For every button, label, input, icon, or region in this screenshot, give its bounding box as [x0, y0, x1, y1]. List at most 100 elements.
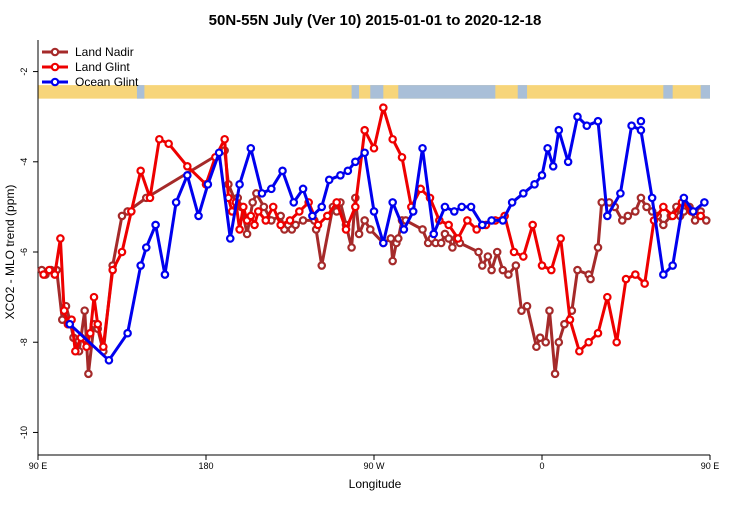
data-point [603, 292, 612, 302]
data-point [457, 202, 467, 212]
y-tick-label: -10 [19, 426, 29, 439]
data-point [136, 166, 145, 176]
data-point [679, 193, 689, 203]
data-point [278, 166, 287, 176]
data-point [627, 121, 636, 131]
data-point [449, 207, 459, 216]
data-point [360, 125, 369, 135]
data-point [351, 202, 360, 212]
data-point [418, 143, 427, 153]
y-tick-label: -2 [19, 68, 29, 76]
data-point [700, 198, 709, 207]
data-point [418, 225, 427, 234]
data-point [636, 125, 646, 135]
data-point [235, 225, 244, 234]
data-point [155, 134, 164, 144]
data-point [563, 157, 573, 167]
data-point [203, 180, 213, 189]
data-point [317, 202, 327, 212]
data-point [582, 121, 592, 131]
data-point [71, 346, 80, 356]
data-point [164, 139, 173, 149]
data-point [235, 180, 244, 189]
data-point [285, 216, 295, 225]
x-tick-label: 90 E [29, 461, 48, 471]
data-point [668, 211, 677, 221]
data-point [586, 274, 595, 284]
legend-swatch-marker [50, 47, 60, 57]
x-axis-label: Longitude [349, 477, 402, 491]
data-point [436, 238, 446, 248]
data-point [141, 243, 151, 252]
y-tick-label: -6 [19, 248, 29, 256]
data-point [631, 207, 640, 216]
ocean-segment [370, 85, 384, 99]
data-point [554, 337, 564, 347]
data-point [151, 220, 160, 230]
data-point [472, 225, 481, 234]
data-point [466, 202, 476, 212]
data-point [696, 211, 705, 221]
data-point [498, 216, 508, 225]
data-point [59, 306, 69, 315]
data-point [65, 319, 75, 329]
ocean-segment [136, 85, 145, 99]
data-point [127, 207, 136, 216]
data-point [136, 261, 145, 270]
data-point [44, 265, 54, 275]
data-point [225, 234, 235, 243]
data-point [295, 207, 304, 216]
data-point [487, 216, 496, 225]
data-point [56, 234, 65, 243]
data-point [214, 148, 224, 158]
data-point [104, 355, 114, 365]
legend-swatch-marker [50, 77, 60, 87]
data-point [369, 143, 379, 153]
data-point [39, 270, 48, 279]
data-point [636, 116, 646, 126]
legend-swatch-marker [50, 62, 60, 72]
y-tick-label: -4 [19, 158, 29, 166]
data-point [183, 162, 192, 171]
data-point [365, 225, 375, 234]
data-point [84, 369, 93, 379]
data-point [668, 261, 677, 270]
data-point [93, 319, 103, 329]
data-point [257, 189, 267, 198]
data-point [89, 292, 99, 302]
data-point [593, 328, 603, 338]
data-point [399, 225, 409, 234]
data-point [603, 211, 612, 221]
y-tick-label: -8 [19, 338, 29, 346]
data-point [453, 234, 463, 243]
data-point [535, 333, 545, 343]
data-point [317, 261, 327, 270]
data-point [519, 189, 528, 198]
data-point [631, 270, 640, 279]
data-point [246, 143, 256, 153]
data-point [341, 225, 351, 234]
data-point [511, 261, 521, 270]
data-point [528, 220, 537, 230]
data-point [248, 198, 257, 207]
legend-label: Land Nadir [75, 45, 134, 59]
data-point [504, 270, 513, 279]
data-point [82, 342, 91, 352]
data-point [477, 261, 487, 270]
data-point [509, 247, 519, 257]
data-point [323, 211, 332, 221]
legend-label: Ocean Glint [75, 75, 139, 89]
data-point [636, 193, 646, 203]
data-point [145, 193, 155, 203]
ocean-segment [398, 85, 496, 99]
data-point [487, 265, 496, 275]
data-point [573, 112, 582, 121]
data-point [408, 207, 418, 216]
data-point [647, 193, 657, 203]
data-point [593, 116, 603, 126]
data-point [616, 189, 625, 198]
data-point [313, 220, 323, 230]
data-point [532, 342, 541, 352]
data-point [545, 306, 554, 315]
